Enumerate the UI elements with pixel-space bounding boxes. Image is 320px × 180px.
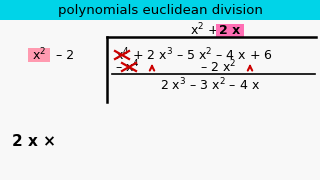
Text: 2 x ×: 2 x × bbox=[12, 134, 56, 150]
Text: – 2 x$^2$: – 2 x$^2$ bbox=[200, 59, 236, 75]
Text: x$^2$: x$^2$ bbox=[32, 47, 46, 63]
Text: – x$^4$: – x$^4$ bbox=[115, 59, 140, 75]
FancyBboxPatch shape bbox=[28, 48, 50, 62]
Text: 2 x: 2 x bbox=[220, 24, 241, 37]
FancyBboxPatch shape bbox=[0, 0, 320, 20]
Text: polynomials euclidean division: polynomials euclidean division bbox=[58, 3, 262, 17]
Text: x$^4$ + 2 x$^3$ – 5 x$^2$ – 4 x + 6: x$^4$ + 2 x$^3$ – 5 x$^2$ – 4 x + 6 bbox=[115, 47, 273, 63]
Text: 2 x$^3$ – 3 x$^2$ – 4 x: 2 x$^3$ – 3 x$^2$ – 4 x bbox=[160, 77, 260, 93]
Text: x$^2$ +: x$^2$ + bbox=[190, 22, 220, 38]
FancyBboxPatch shape bbox=[216, 24, 244, 37]
Text: – 2: – 2 bbox=[56, 48, 74, 62]
